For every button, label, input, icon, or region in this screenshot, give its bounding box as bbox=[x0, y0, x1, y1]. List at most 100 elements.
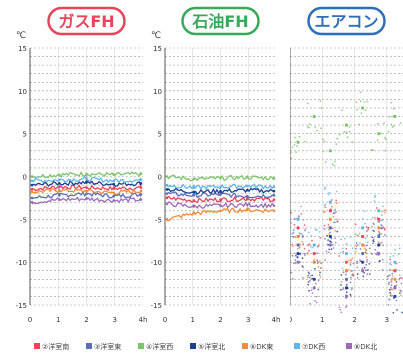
data-point bbox=[245, 194, 249, 198]
data-point bbox=[344, 294, 349, 299]
scatter-dot bbox=[331, 244, 334, 246]
scatter-dot bbox=[389, 294, 392, 297]
scatter-dot bbox=[320, 267, 322, 269]
data-point bbox=[192, 205, 196, 208]
scatter-dot bbox=[324, 186, 327, 189]
scatter-dot bbox=[377, 241, 380, 244]
scatter-dot bbox=[306, 102, 309, 105]
scatter-dot bbox=[311, 274, 314, 277]
scatter-dot bbox=[302, 243, 305, 245]
scatter-dot bbox=[318, 231, 321, 233]
data-point bbox=[57, 173, 61, 177]
scatter-dot bbox=[292, 236, 294, 238]
scatter-dot bbox=[366, 244, 368, 247]
scatter-dot bbox=[349, 236, 352, 238]
data-point bbox=[165, 183, 169, 187]
data-point bbox=[361, 226, 365, 230]
legend-item: ⑥DK東 bbox=[242, 342, 273, 351]
scatter-dot bbox=[290, 151, 292, 154]
y-tick-label: 0 bbox=[158, 174, 162, 182]
data-point bbox=[85, 177, 88, 181]
data-point bbox=[219, 185, 222, 189]
scatter-dot bbox=[366, 230, 369, 232]
data-point bbox=[377, 226, 381, 230]
scatter-dot bbox=[317, 266, 320, 268]
scatter-dot bbox=[352, 262, 355, 265]
scatter-dot bbox=[360, 112, 363, 115]
data-point bbox=[112, 199, 116, 202]
scatter-dot bbox=[395, 299, 398, 302]
scatter-dot bbox=[388, 298, 391, 301]
scatter-dot bbox=[345, 283, 348, 286]
data-point bbox=[30, 200, 34, 204]
scatter-dot bbox=[323, 188, 326, 191]
data-point bbox=[30, 183, 34, 187]
scatter-dot bbox=[384, 136, 386, 139]
scatter-dot bbox=[364, 109, 367, 111]
data-point bbox=[245, 176, 249, 179]
data-point bbox=[328, 217, 332, 221]
scatter-dot bbox=[314, 282, 317, 285]
data-point bbox=[272, 189, 276, 193]
scatter-dot bbox=[320, 127, 322, 130]
scatter-dot bbox=[304, 229, 307, 232]
panel-title: ガスFH bbox=[58, 12, 114, 31]
scatter-dot bbox=[338, 133, 341, 136]
scatter-dot bbox=[391, 126, 394, 128]
scatter-dot bbox=[340, 238, 342, 241]
scatter-dot bbox=[323, 228, 326, 231]
scatter-dot bbox=[340, 289, 342, 291]
data-point bbox=[30, 196, 34, 200]
scatter-dot bbox=[334, 237, 336, 240]
scatter-dot bbox=[314, 126, 317, 129]
x-tick-label: 2 bbox=[218, 316, 222, 324]
legend-swatch bbox=[294, 343, 300, 349]
scatter-dot bbox=[363, 222, 366, 225]
scatter-dot bbox=[299, 244, 301, 247]
data-point bbox=[219, 176, 222, 180]
data-point bbox=[312, 243, 316, 247]
scatter-dot bbox=[295, 151, 297, 154]
scatter-dot bbox=[389, 274, 391, 277]
scatter-dot bbox=[324, 203, 327, 206]
scatter-dot bbox=[338, 255, 341, 257]
data-point bbox=[30, 175, 34, 178]
scatter-dot bbox=[325, 250, 328, 253]
data-point bbox=[165, 218, 169, 221]
data-point bbox=[165, 175, 169, 178]
scatter-dot bbox=[343, 237, 346, 240]
scatter-dot bbox=[317, 288, 320, 291]
data-point bbox=[393, 114, 397, 119]
scatter-dot bbox=[323, 140, 326, 143]
scatter-dot bbox=[372, 239, 375, 242]
x-tick-label: 1 bbox=[56, 316, 60, 324]
scatter-dot bbox=[368, 247, 371, 250]
scatter-dot bbox=[316, 129, 319, 132]
scatter-dot bbox=[382, 205, 384, 208]
unit-label: ℃ bbox=[276, 31, 286, 41]
data-point bbox=[139, 198, 143, 201]
scatter-dot bbox=[351, 269, 354, 272]
scatter-dot bbox=[376, 122, 379, 125]
scatter-dot bbox=[395, 268, 398, 271]
scatter-dot bbox=[372, 238, 375, 241]
scatter-dot bbox=[394, 248, 396, 251]
data-point bbox=[272, 204, 276, 207]
data-point bbox=[344, 277, 349, 281]
legend-label: ⑤洋室北 bbox=[198, 342, 225, 351]
scatter-dot bbox=[290, 222, 292, 224]
scatter-dot bbox=[374, 194, 377, 197]
scatter-dot bbox=[355, 250, 357, 253]
scatter-dot bbox=[309, 279, 311, 282]
scatter-dot bbox=[315, 295, 318, 298]
data-point bbox=[112, 179, 116, 183]
unit-label: ℃ bbox=[16, 31, 26, 41]
scatter-dot bbox=[311, 239, 313, 242]
scatter-dot bbox=[294, 236, 297, 239]
scatter-dot bbox=[327, 224, 330, 226]
scatter-dot bbox=[333, 164, 336, 167]
unit-label: ℃ bbox=[151, 31, 161, 41]
scatter-dot bbox=[348, 130, 351, 133]
scatter-dot bbox=[380, 132, 382, 135]
scatter-dot bbox=[355, 245, 357, 248]
